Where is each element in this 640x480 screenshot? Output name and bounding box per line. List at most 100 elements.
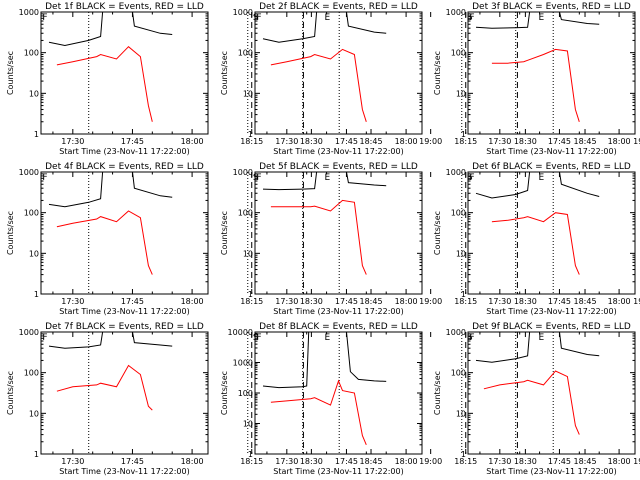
y-tick-label: 1000 bbox=[233, 8, 253, 17]
x-tick-label: 17:45 bbox=[548, 297, 571, 306]
detector-panel-1: Det 1f BLACK = Events, RED = LLD 1 10 100 10… bbox=[6, 2, 442, 156]
x-tick-label: 18:45 bbox=[359, 457, 382, 466]
detector-panel-9: Det 9f BLACK = Events, RED = LLD 1 10 100 10… bbox=[433, 322, 636, 476]
y-tick-label: 1000 bbox=[19, 328, 39, 337]
y-tick-label: 1 bbox=[248, 450, 253, 459]
panel-title: Det 3f BLACK = Events, RED = LLD bbox=[472, 2, 631, 12]
x-tick-label: 18:00 bbox=[395, 137, 418, 146]
x-tick-label: 19:00 bbox=[633, 457, 640, 466]
event-marker-S: S bbox=[253, 333, 259, 343]
x-tick-label: 18:45 bbox=[573, 457, 596, 466]
panel-title: Det 5f BLACK = Events, RED = LLD bbox=[259, 162, 418, 172]
y-tick-label: 10 bbox=[456, 249, 466, 258]
y-tick-label: 10 bbox=[243, 249, 253, 258]
detector-panel-5: Det 5f BLACK = Events, RED = LLD 1 10 100 10… bbox=[220, 162, 640, 316]
x-tick-label: 17:45 bbox=[548, 137, 571, 146]
y-axis-label: Counts/sec bbox=[220, 51, 229, 95]
events-series-line bbox=[56, 210, 153, 275]
x-axis-label: Start Time (23-Nov-11 17:22:00) bbox=[486, 147, 616, 156]
x-tick-label: 18:30 bbox=[300, 457, 323, 466]
x-tick-label: 18:45 bbox=[359, 297, 382, 306]
y-tick-label: 1 bbox=[248, 130, 253, 139]
detector-panel-2: Det 2f BLACK = Events, RED = LLD 1 10 100 10… bbox=[220, 2, 640, 156]
x-tick-label: 18:15 bbox=[240, 457, 263, 466]
x-tick-label: 17:45 bbox=[121, 457, 144, 466]
y-axis-label: Counts/sec bbox=[6, 51, 15, 95]
lld-series-line bbox=[262, 11, 387, 43]
x-tick-label: 19:00 bbox=[419, 297, 442, 306]
lld-series-line bbox=[262, 331, 387, 389]
event-marker-F: F bbox=[256, 173, 261, 183]
x-tick-label: 17:30 bbox=[275, 137, 298, 146]
x-tick-label: 17:45 bbox=[121, 137, 144, 146]
x-axis-label: Start Time (23-Nov-11 17:22:00) bbox=[273, 147, 403, 156]
y-axis-label: Counts/sec bbox=[433, 211, 442, 255]
x-tick-label: 17:30 bbox=[275, 457, 298, 466]
x-axis-label: Start Time (23-Nov-11 17:22:00) bbox=[273, 467, 403, 476]
x-tick-label: 19:00 bbox=[633, 137, 640, 146]
x-tick-label: 17:30 bbox=[488, 297, 511, 306]
y-tick-label: 100 bbox=[24, 209, 39, 218]
event-marker-F: F bbox=[42, 333, 47, 343]
y-tick-label: 1000 bbox=[446, 168, 466, 177]
x-tick-label: 18:30 bbox=[514, 457, 537, 466]
y-tick-label: 100 bbox=[24, 369, 39, 378]
event-marker-E: E bbox=[538, 333, 544, 343]
event-marker-F: F bbox=[42, 173, 47, 183]
x-tick-label: 18:00 bbox=[395, 297, 418, 306]
y-tick-label: 1000 bbox=[233, 359, 253, 368]
x-tick-label: 17:45 bbox=[121, 297, 144, 306]
plot-frame bbox=[40, 171, 209, 295]
y-axis-label: Counts/sec bbox=[433, 371, 442, 415]
detector-panel-4: Det 4f BLACK = Events, RED = LLD 1 10 100 10… bbox=[6, 162, 442, 316]
x-tick-label: 18:00 bbox=[608, 457, 631, 466]
event-marker-F: F bbox=[469, 173, 474, 183]
panel-title: Det 2f BLACK = Events, RED = LLD bbox=[259, 2, 418, 12]
x-tick-label: 17:45 bbox=[335, 297, 358, 306]
event-marker-E: E bbox=[538, 13, 544, 23]
x-tick-label: 17:30 bbox=[61, 137, 84, 146]
events-series-line bbox=[491, 212, 580, 275]
x-tick-label: 18:15 bbox=[454, 457, 477, 466]
panel-title: Det 9f BLACK = Events, RED = LLD bbox=[472, 322, 631, 332]
x-axis-label: Start Time (23-Nov-11 17:22:00) bbox=[273, 307, 403, 316]
events-series-line bbox=[483, 370, 580, 435]
x-tick-label: 19:00 bbox=[633, 297, 640, 306]
events-series-line bbox=[491, 48, 580, 122]
x-tick-label: 18:00 bbox=[181, 297, 204, 306]
lld-series-line bbox=[48, 331, 173, 349]
y-tick-label: 1000 bbox=[233, 168, 253, 177]
panel-title: Det 1f BLACK = Events, RED = LLD bbox=[45, 2, 204, 12]
detector-panel-8: Det 8f BLACK = Events, RED = LLD 1 10 100 10… bbox=[220, 322, 640, 476]
detector-panel-3: Det 3f BLACK = Events, RED = LLD 1 10 100 10… bbox=[433, 2, 636, 156]
x-tick-label: 18:45 bbox=[573, 297, 596, 306]
event-marker-F: F bbox=[42, 13, 47, 23]
y-axis-label: Counts/sec bbox=[220, 211, 229, 255]
x-tick-label: 17:30 bbox=[61, 297, 84, 306]
event-marker-F: F bbox=[469, 333, 474, 343]
x-tick-label: 18:30 bbox=[300, 137, 323, 146]
x-tick-label: 17:30 bbox=[488, 457, 511, 466]
y-tick-label: 1 bbox=[34, 130, 39, 139]
y-tick-label: 1000 bbox=[19, 8, 39, 17]
event-marker-E: E bbox=[538, 173, 544, 183]
y-tick-label: 1000 bbox=[446, 8, 466, 17]
x-tick-label: 17:30 bbox=[488, 137, 511, 146]
y-tick-label: 10 bbox=[29, 409, 39, 418]
y-tick-label: 10 bbox=[243, 89, 253, 98]
x-axis-label: Start Time (23-Nov-11 17:22:00) bbox=[486, 307, 616, 316]
lld-series-line bbox=[262, 171, 387, 191]
y-tick-label: 1 bbox=[248, 290, 253, 299]
x-tick-label: 17:30 bbox=[61, 457, 84, 466]
x-tick-label: 18:00 bbox=[181, 137, 204, 146]
y-tick-label: 10 bbox=[243, 420, 253, 429]
y-tick-label: 100 bbox=[238, 389, 253, 398]
y-axis-label: Counts/sec bbox=[433, 51, 442, 95]
x-tick-label: 18:15 bbox=[240, 137, 263, 146]
y-tick-label: 100 bbox=[238, 209, 253, 218]
y-tick-label: 1 bbox=[461, 130, 466, 139]
events-series-line bbox=[270, 48, 367, 122]
event-marker-E: E bbox=[324, 173, 330, 183]
y-tick-label: 1 bbox=[461, 290, 466, 299]
